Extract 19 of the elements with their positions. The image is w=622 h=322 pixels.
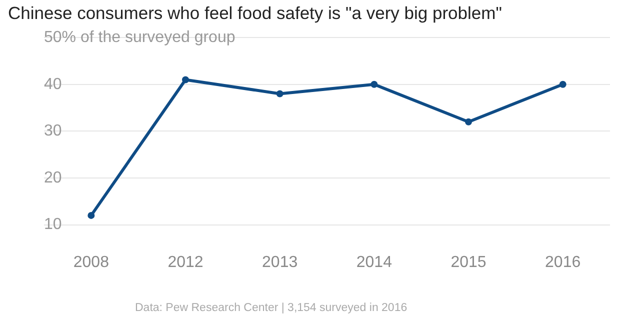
point — [559, 80, 566, 88]
point — [370, 80, 378, 88]
y-tick-label: 40 — [44, 76, 62, 93]
x-tick-label: 2013 — [262, 254, 298, 271]
y-tick-label: 50% of the surveyed group — [44, 29, 236, 46]
x-tick-label: 2008 — [73, 254, 110, 271]
x-tick-label: 2012 — [168, 254, 204, 271]
point — [276, 90, 284, 98]
y-tick-label: 30 — [44, 122, 62, 140]
x-tick-label: 2014 — [356, 254, 392, 271]
y-tick-label: 20 — [44, 169, 62, 186]
point — [465, 118, 472, 126]
chart-title: Chinese consumers who feel food safety is "a very big problem" — [8, 3, 502, 24]
y-tick-label: 10 — [44, 216, 62, 234]
x-tick-label: 2015 — [450, 254, 486, 271]
point — [182, 76, 189, 84]
x-tick-label: 2016 — [545, 254, 581, 271]
point — [88, 212, 95, 219]
text: Data: Pew Research Center | 3,154 surveyed in 2016 — [135, 302, 408, 314]
